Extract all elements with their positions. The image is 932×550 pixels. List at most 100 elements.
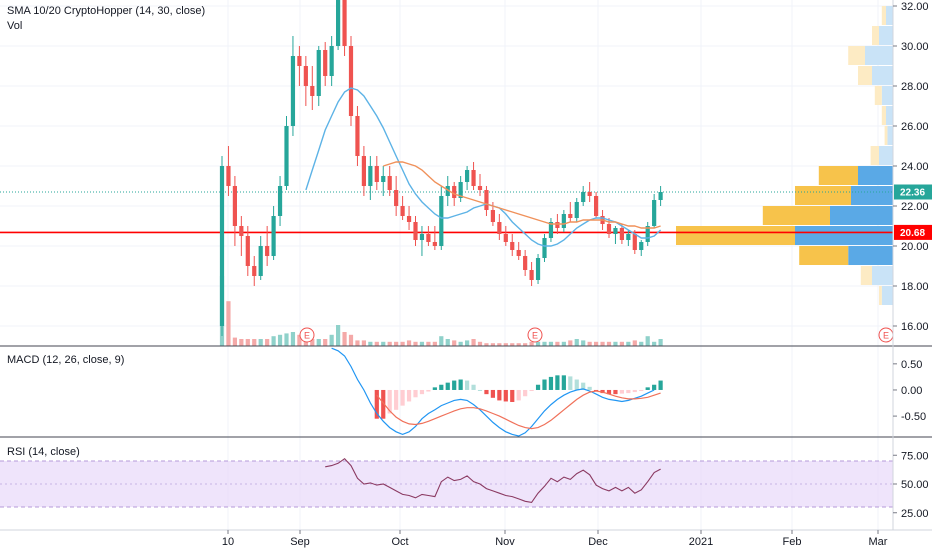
vp-up-bar-9: [851, 186, 893, 205]
volume-bar-60: [606, 341, 612, 346]
candle-8: [271, 206, 276, 260]
candle-37: [458, 176, 463, 202]
candle-16: [323, 42, 328, 86]
macd-histogram: [374, 375, 663, 419]
volume-bar-18: [336, 325, 341, 346]
candle-body-53: [561, 214, 566, 228]
time-axis[interactable]: 10 Sep Oct Nov Dec 2021 Feb Mar: [222, 530, 888, 548]
candle-46: [516, 242, 521, 260]
volume-profile: [676, 6, 893, 305]
volume-bar-33: [432, 341, 437, 346]
volume-bar-9: [277, 334, 283, 346]
macd-hist-bar-48: [529, 389, 534, 392]
macd-tick-0: 0.50: [901, 359, 922, 371]
volume-bar-25: [381, 341, 386, 346]
candle-body-9: [277, 186, 283, 216]
vp-down-bar-7: [870, 146, 879, 165]
macd-tick-2: -0.50: [901, 411, 926, 423]
vp-up-bar-6: [887, 126, 893, 145]
macd-legend[interactable]: MACD (12, 26, close, 9): [7, 354, 124, 366]
candle-body-46: [516, 250, 521, 256]
candle-body-5: [252, 266, 257, 276]
candle-23: [368, 156, 373, 200]
volume-bar-17: [329, 334, 334, 346]
volume-bar-37: [458, 341, 463, 346]
candle-51: [548, 218, 554, 242]
macd-hist-bar-31: [419, 389, 425, 395]
macd-hist-bar-27: [394, 389, 399, 410]
volume-bar-52: [555, 341, 560, 346]
volume-bar-38: [465, 340, 470, 346]
macd-hist-bar-34: [439, 384, 444, 390]
candle-body-22: [361, 156, 366, 186]
candle-30: [413, 216, 418, 246]
candle-25: [381, 166, 386, 196]
volume-bar-10: [284, 333, 289, 346]
macd-hist-bar-47: [523, 389, 528, 397]
candle-body-62: [619, 228, 624, 240]
candle-10: [284, 116, 289, 190]
vp-up-bar-14: [881, 286, 893, 305]
macd-hist-bar-55: [574, 379, 579, 390]
time-tick-0: 10: [222, 536, 234, 548]
sma-legend[interactable]: SMA 10/20 CryptoHopper (14, 30, close): [7, 5, 205, 17]
candle-body-34: [439, 196, 444, 246]
candle-67: [652, 194, 657, 228]
vol-legend[interactable]: Vol: [7, 20, 22, 32]
candle-body-2: [232, 186, 237, 226]
volume-bar-28: [400, 341, 405, 346]
macd-hist-bar-65: [639, 389, 644, 392]
macd-hist-bar-25: [381, 389, 386, 419]
vp-down-bar-9: [795, 186, 851, 205]
candle-body-25: [381, 176, 386, 182]
candle-44: [503, 226, 508, 246]
candle-body-15: [316, 50, 321, 96]
rsi-axis[interactable]: 75.00 50.00 25.00: [893, 450, 929, 520]
volume-bar-11: [290, 332, 296, 346]
macd-hist-bar-64: [632, 389, 637, 393]
volume-bar-39: [471, 339, 476, 346]
earnings-label-0: E: [304, 331, 310, 341]
candle-body-33: [432, 242, 437, 246]
volume-bar-49: [535, 341, 541, 346]
macd-hist-bar-33: [432, 387, 437, 390]
macd-hist-bar-30: [413, 389, 418, 398]
candle-body-38: [465, 170, 470, 182]
candle-body-44: [503, 234, 508, 242]
candle-17: [329, 36, 334, 86]
candle-body-19: [342, 0, 347, 46]
candle-body-50: [542, 238, 547, 258]
candle-body-26: [387, 176, 392, 190]
macd-axis[interactable]: 0.50 0.00 -0.50: [893, 359, 926, 423]
candle-body-3: [239, 226, 244, 236]
macd-hist-bar-45: [510, 389, 515, 402]
macd-hist-bar-54: [568, 376, 573, 390]
macd-tick-1: 0.00: [901, 385, 922, 397]
candle-body-51: [548, 222, 554, 238]
rsi-legend[interactable]: RSI (14, close): [7, 446, 80, 458]
volume-bar-61: [613, 341, 618, 346]
candle-body-10: [284, 126, 289, 186]
candles[interactable]: [219, 0, 663, 336]
volume-bar-24: [374, 341, 379, 346]
volume-bar-27: [394, 341, 399, 346]
candle-body-66: [645, 226, 650, 242]
candle-body-18: [336, 0, 341, 46]
sma-slow-line: [383, 161, 661, 229]
candle-body-23: [368, 166, 373, 186]
candle-5: [252, 256, 257, 286]
volume-bar-62: [619, 341, 624, 346]
candle-body-20: [348, 46, 354, 116]
volume-bar-30: [413, 341, 418, 346]
candle-body-12: [297, 56, 302, 66]
volume-bar-66: [645, 336, 650, 346]
candle-55: [574, 198, 579, 222]
macd-hist-bar-68: [658, 380, 663, 390]
candle-65: [639, 240, 644, 256]
candle-40: [477, 174, 483, 196]
candle-body-52: [555, 222, 560, 228]
price-axis[interactable]: 32.00 30.00 28.00 26.00 24.00 22.00 20.00 18.00…: [893, 1, 929, 333]
time-tick-1: Sep: [290, 536, 310, 548]
